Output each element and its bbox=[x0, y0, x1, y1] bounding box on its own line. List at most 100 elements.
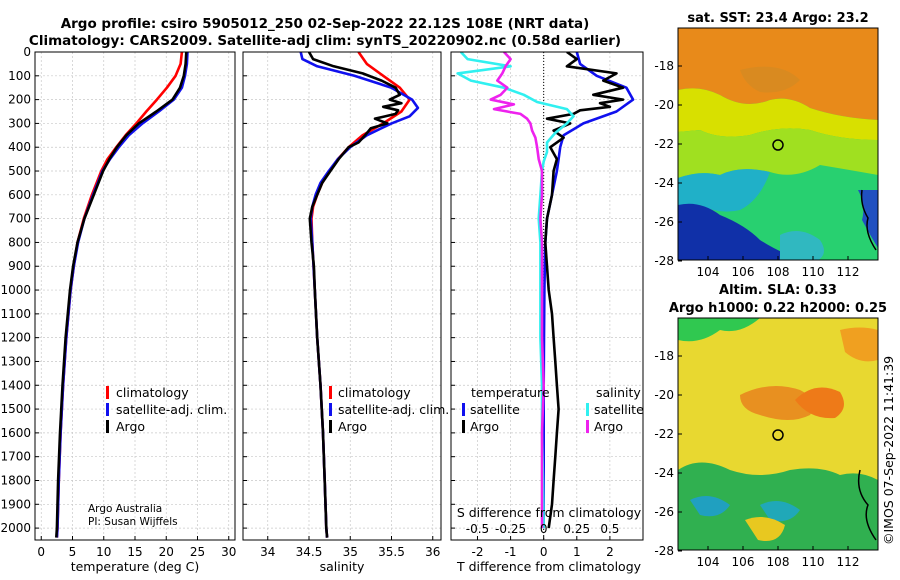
s-tick-label: 0.25 bbox=[563, 522, 590, 536]
legend-satellite-swatch bbox=[106, 403, 109, 416]
sst-yellow-band bbox=[678, 88, 878, 140]
sla-lon-ticks: 104 106 108 110 112 bbox=[697, 546, 860, 569]
lat-tick-label: -26 bbox=[654, 215, 674, 229]
x-tick-label: 36 bbox=[425, 545, 440, 559]
x-tick-label: 10 bbox=[96, 545, 111, 559]
temperature-xlabel: temperature (deg C) bbox=[71, 559, 200, 574]
sst-cold-region bbox=[678, 203, 800, 260]
lat-tick-label: -20 bbox=[654, 98, 674, 112]
legend-climatology-swatch bbox=[106, 386, 109, 399]
temp-series-satellite-adj-clim- bbox=[55, 52, 189, 538]
lon-tick-label: 112 bbox=[837, 555, 860, 569]
figure-title-line2: Climatology: CARS2009. Satellite-adj cli… bbox=[29, 33, 621, 49]
temperature-axes-box bbox=[34, 51, 236, 541]
legend-argo-swatch-s bbox=[329, 420, 332, 433]
lat-tick-label: -20 bbox=[654, 388, 674, 402]
salinity-legend: climatology satellite-adj. clim. Argo bbox=[329, 385, 449, 434]
diff-series-t-argo bbox=[543, 52, 625, 529]
lon-tick-label: 104 bbox=[697, 555, 720, 569]
difference-lines bbox=[456, 52, 635, 529]
x-tick-label: 1 bbox=[573, 545, 581, 559]
depth-tick-label: 1000 bbox=[0, 283, 31, 297]
x-tick-label: -1 bbox=[505, 545, 517, 559]
sla-map-title-line2: Argo h1000: 0.22 h2000: 0.25 bbox=[669, 301, 887, 316]
sst-map-title: sat. SST: 23.4 Argo: 23.2 bbox=[687, 11, 868, 26]
temperature-panel: 0100200300400500600700800900100011001200… bbox=[0, 45, 236, 574]
depth-tick-label: 900 bbox=[8, 259, 31, 273]
legend-s-argo-swatch bbox=[586, 420, 589, 433]
diff-series-s-argo bbox=[489, 52, 546, 529]
legend-s-satellite-label: satellite bbox=[594, 402, 644, 417]
s-tick-label: 0.5 bbox=[600, 522, 619, 536]
depth-tick-label: 500 bbox=[8, 164, 31, 178]
x-tick-label: -2 bbox=[471, 545, 483, 559]
legend-t-satellite-swatch bbox=[462, 403, 465, 416]
lat-tick-label: -24 bbox=[654, 466, 674, 480]
depth-tick-label: 0 bbox=[23, 45, 31, 59]
sst-map: sat. SST: 23.4 Argo: 23.2 -18 -20 -22 -24 -2… bbox=[654, 11, 879, 279]
diff-series-s-satellite bbox=[456, 52, 575, 529]
s-difference-label: S difference from climatology bbox=[457, 505, 642, 520]
depth-tick-label: 1800 bbox=[0, 473, 31, 487]
depth-tick-label: 1500 bbox=[0, 402, 31, 416]
legend-argo-swatch bbox=[106, 420, 109, 433]
lon-tick-label: 108 bbox=[767, 265, 790, 279]
x-tick-label: 0 bbox=[540, 545, 548, 559]
lat-tick-label: -26 bbox=[654, 505, 674, 519]
lat-tick-label: -18 bbox=[654, 59, 674, 73]
lon-tick-label: 106 bbox=[732, 555, 755, 569]
sst-cool-patch bbox=[780, 231, 824, 260]
legend-temperature-title: temperature bbox=[471, 385, 550, 400]
s-tick-label: -0.5 bbox=[466, 522, 489, 536]
sst-lon-ticks: 104 106 108 110 112 bbox=[697, 256, 860, 279]
depth-tick-label: 1700 bbox=[0, 450, 31, 464]
x-tick-label: 5 bbox=[69, 545, 77, 559]
legend-salinity-title: salinity bbox=[596, 385, 641, 400]
temperature-grid bbox=[35, 51, 235, 540]
x-tick-label: 0 bbox=[37, 545, 45, 559]
depth-tick-label: 1200 bbox=[0, 331, 31, 345]
lat-tick-label: -18 bbox=[654, 349, 674, 363]
depth-tick-label: 800 bbox=[8, 235, 31, 249]
salinity-lines bbox=[299, 52, 420, 538]
legend-satellite-swatch-s bbox=[329, 403, 332, 416]
legend-s-argo-label: Argo bbox=[594, 419, 623, 434]
depth-tick-labels: 0 100 200 300 400 500 600 700 800 900 1000 1100 1200… bbox=[0, 45, 31, 535]
depth-tick-label: 200 bbox=[8, 93, 31, 107]
sal-series-argo bbox=[307, 52, 403, 538]
lon-tick-label: 110 bbox=[802, 265, 825, 279]
sst-coastline bbox=[860, 189, 877, 251]
sla-yellow-patch-south bbox=[745, 516, 785, 541]
sla-orange-east bbox=[795, 387, 844, 419]
legend-climatology-label-s: climatology bbox=[338, 385, 411, 400]
lon-tick-label: 104 bbox=[697, 265, 720, 279]
sst-lime-band bbox=[678, 128, 878, 178]
lat-tick-label: -22 bbox=[654, 427, 674, 441]
sla-map-title-line1: Altim. SLA: 0.33 bbox=[719, 283, 837, 298]
legend-climatology-label: climatology bbox=[116, 385, 189, 400]
depth-tick-label: 400 bbox=[8, 140, 31, 154]
sst-argo-location-marker bbox=[772, 139, 784, 151]
lon-tick-label: 112 bbox=[837, 265, 860, 279]
legend-climatology-swatch-s bbox=[329, 386, 332, 399]
x-tick-label: 2 bbox=[606, 545, 614, 559]
x-tick-label: 35.5 bbox=[378, 545, 405, 559]
s-tick-label: 0 bbox=[540, 522, 548, 536]
sla-coastline bbox=[857, 469, 877, 541]
legend-t-argo-label: Argo bbox=[470, 419, 499, 434]
temp-series-argo bbox=[55, 52, 188, 538]
lat-tick-label: -22 bbox=[654, 137, 674, 151]
argo-australia-note: Argo Australia bbox=[88, 503, 162, 515]
x-tick-label: 20 bbox=[159, 545, 174, 559]
legend-t-argo-swatch bbox=[462, 420, 465, 433]
temperature-lines bbox=[55, 52, 189, 538]
salinity-axes-box bbox=[242, 51, 442, 541]
sla-orange-topright bbox=[840, 327, 878, 362]
depth-tick-label: 100 bbox=[8, 69, 31, 83]
legend-t-satellite-label: satellite bbox=[470, 402, 520, 417]
lon-tick-label: 110 bbox=[802, 555, 825, 569]
x-tick-label: 30 bbox=[221, 545, 236, 559]
depth-tick-label: 1900 bbox=[0, 497, 31, 511]
t-difference-xlabel: T difference from climatology bbox=[456, 559, 642, 574]
x-tick-label: 15 bbox=[127, 545, 142, 559]
